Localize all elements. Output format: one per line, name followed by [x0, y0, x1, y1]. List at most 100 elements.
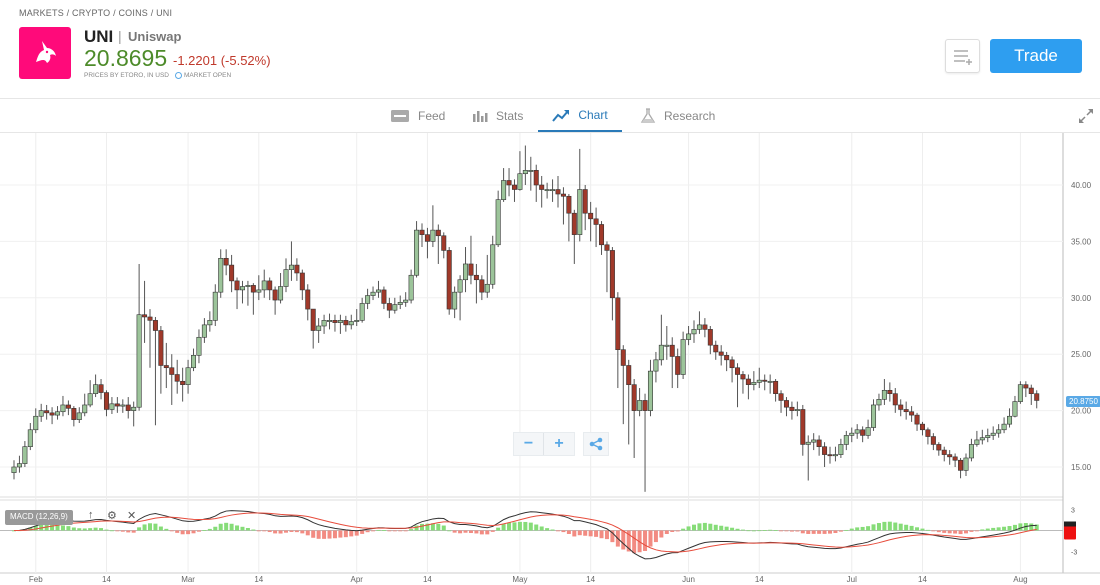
feed-icon — [391, 109, 409, 122]
candle-up — [865, 427, 871, 436]
candle-down — [919, 423, 925, 431]
candle-up — [201, 324, 207, 338]
macd-histogram-bar-up — [60, 525, 65, 531]
macd-histogram-bar-down — [659, 530, 664, 538]
candle-up — [691, 329, 697, 335]
candle-down — [773, 380, 779, 394]
candle-up — [38, 410, 44, 417]
macd-histogram-bar-down — [332, 530, 337, 539]
candle-up — [696, 324, 702, 330]
macd-histogram-bar-down — [588, 530, 593, 537]
price-chart[interactable]: Feb 14 Mar 14 Apr 14 May 14 Jun 14 Jul 14 Aug 15.00 20… — [0, 133, 1100, 585]
macd-histogram-bar-up — [109, 530, 114, 532]
gear-icon[interactable]: ⚙ — [107, 510, 117, 522]
macd-histogram-bar-up — [545, 528, 550, 531]
x-tick-label: 14 — [755, 575, 764, 584]
arrow-up-icon[interactable]: ↑ — [88, 509, 94, 521]
candle-down — [310, 308, 316, 331]
tab-feed[interactable]: Feed — [390, 99, 445, 132]
macd-histogram-bar-down — [273, 530, 278, 534]
tab-label: Chart — [578, 107, 608, 122]
macd-histogram-bar-down — [610, 530, 615, 543]
candle-down — [1023, 384, 1029, 389]
candle-down — [65, 404, 71, 409]
macd-histogram-bar-up — [436, 523, 441, 531]
macd-indicator-label[interactable]: MACD (12,26,9) — [5, 510, 73, 525]
macd-histogram-bar-up — [876, 523, 881, 531]
tab-research[interactable]: Research — [640, 99, 715, 132]
macd-histogram-bar-down — [191, 530, 196, 534]
candle-up — [337, 320, 343, 323]
macd-histogram-bar-down — [452, 530, 457, 533]
macd-histogram-bar-up — [55, 525, 60, 531]
expand-icon[interactable] — [1077, 107, 1095, 125]
candle-up — [963, 457, 969, 471]
macd-histogram-bar-up — [686, 526, 691, 531]
tab-label: Feed — [418, 108, 446, 123]
macd-histogram-bar-up — [507, 522, 512, 531]
macd-histogram-bar-up — [528, 522, 533, 531]
tab-stats[interactable]: Stats — [472, 99, 523, 132]
macd-histogram-bar-down — [779, 530, 784, 532]
close-icon[interactable]: ✕ — [127, 510, 137, 522]
candle-down — [555, 189, 561, 195]
candle-down — [593, 218, 599, 225]
macd-histogram-bar-up — [12, 530, 16, 532]
macd-histogram-bar-down — [115, 530, 120, 532]
macd-histogram-bar-down — [278, 530, 283, 534]
candle-up — [832, 454, 838, 457]
macd-histogram-bar-down — [126, 530, 131, 533]
macd-histogram-bar-up — [724, 526, 729, 531]
zoom-in-button[interactable]: + — [554, 435, 564, 452]
candle-down — [789, 406, 795, 411]
share-button[interactable] — [583, 432, 609, 456]
trade-button[interactable]: Trade — [990, 39, 1082, 73]
market-status: MARKET OPEN — [175, 72, 231, 79]
y-tick-label: 15.00 — [1071, 463, 1092, 472]
candle-up — [408, 274, 414, 301]
candle-up — [979, 437, 985, 441]
candle-up — [131, 406, 137, 411]
candle-up — [794, 409, 800, 411]
candle-down — [169, 367, 175, 375]
candle-down — [343, 320, 349, 326]
candle-down — [702, 324, 708, 330]
macd-histogram-bar-up — [1029, 523, 1034, 531]
macd-histogram-bar-up — [82, 528, 87, 531]
breadcrumb[interactable]: MARKETS / CRYPTO / COINS / UNI — [19, 8, 173, 18]
candle-up — [109, 403, 115, 410]
x-tick-label: 14 — [102, 575, 111, 584]
macd-histogram-bar-up — [496, 527, 501, 531]
candle-down — [642, 400, 648, 411]
macd-histogram-bar-down — [354, 530, 359, 536]
candle-up — [637, 400, 643, 411]
macd-histogram-bar-up — [980, 529, 985, 531]
candle-down — [604, 244, 610, 251]
zoom-out-button[interactable]: − — [514, 433, 544, 455]
candle-up — [849, 432, 855, 436]
candle-down — [952, 456, 958, 461]
candle-down — [729, 359, 735, 369]
macd-histogram-bar-up — [898, 523, 903, 531]
macd-histogram-bar-up — [229, 523, 234, 531]
candle-up — [751, 382, 757, 385]
macd-histogram-bar-up — [88, 528, 93, 531]
candle-down — [250, 285, 256, 293]
tab-chart[interactable]: Chart — [538, 99, 622, 132]
macd-histogram-bar-up — [93, 527, 98, 531]
macd-histogram-bar-up — [550, 529, 555, 531]
candle-up — [397, 302, 403, 305]
macd-histogram-bar-up — [207, 528, 212, 531]
macd-histogram-bar-down — [828, 530, 832, 534]
macd-histogram-bar-up — [768, 529, 773, 531]
macd-histogram-bar-down — [572, 530, 577, 537]
add-to-watchlist-button[interactable] — [945, 39, 980, 73]
macd-histogram-bar-up — [414, 525, 419, 531]
candle-down — [71, 408, 77, 420]
macd-histogram-bar-up — [762, 530, 767, 531]
candle-up — [316, 325, 322, 331]
macd-histogram-bar-down — [599, 530, 604, 539]
candle-up — [463, 263, 469, 281]
share-icon — [589, 437, 603, 451]
candle-up — [87, 393, 93, 406]
